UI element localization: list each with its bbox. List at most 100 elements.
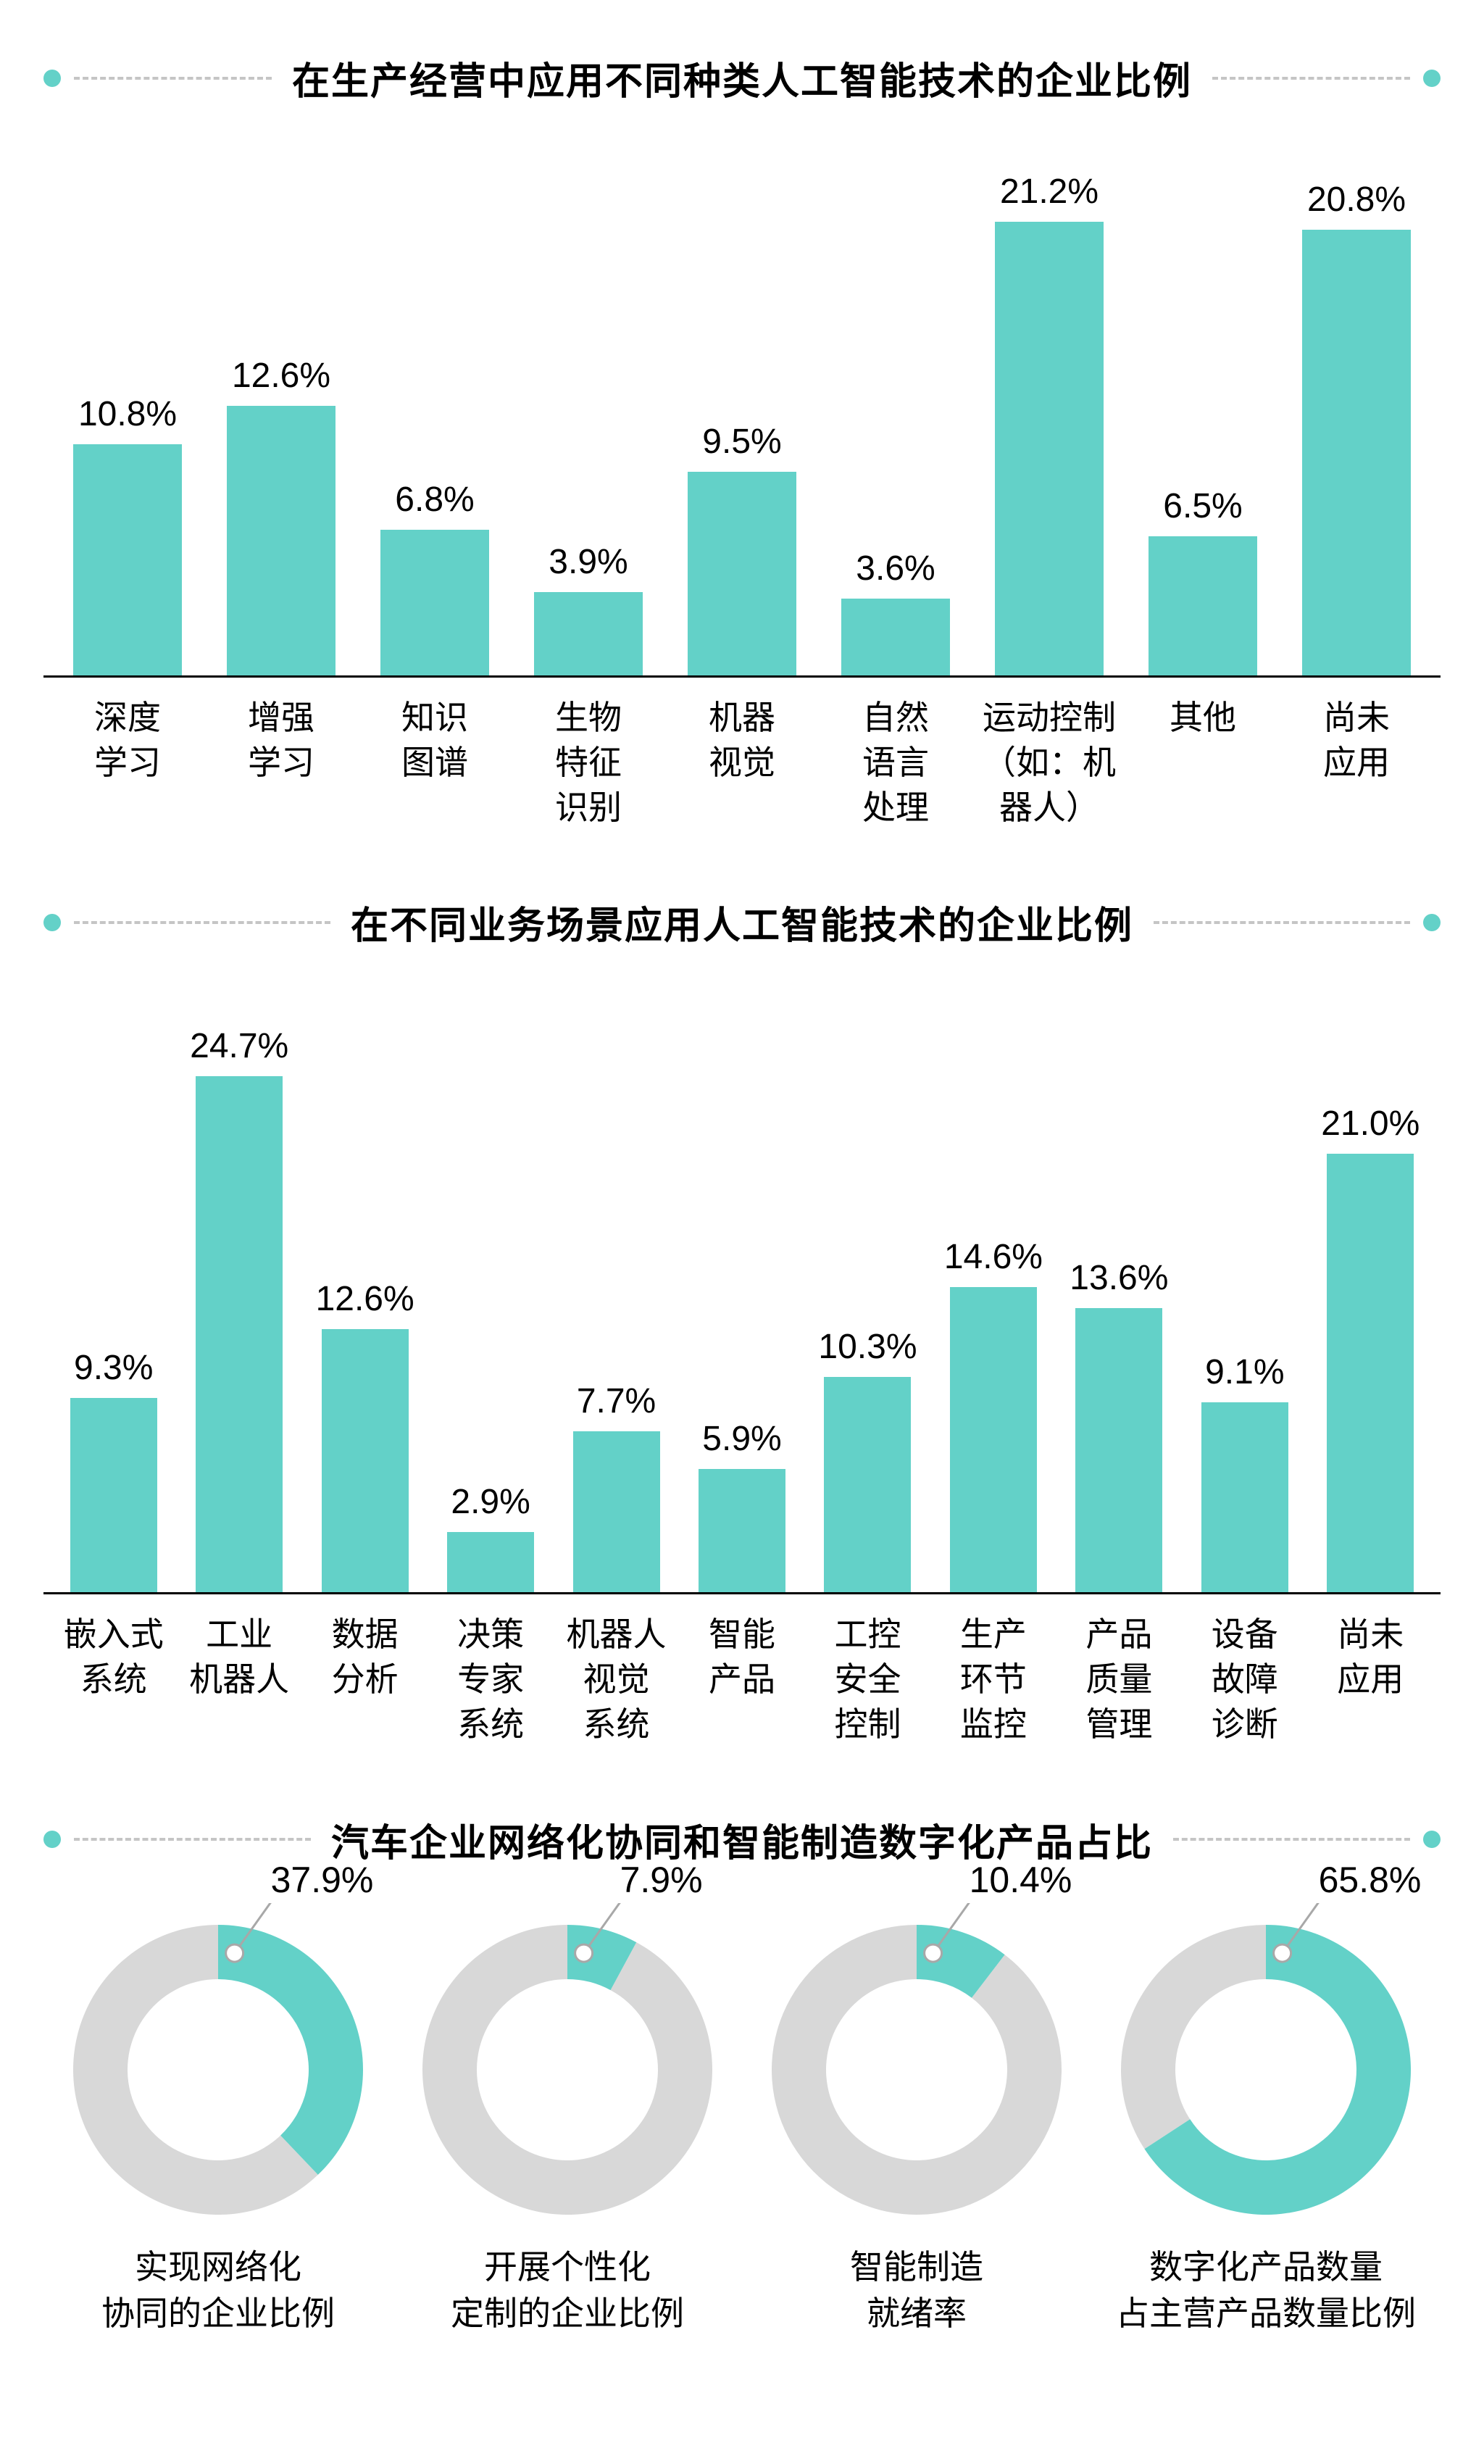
- bar-rect: [841, 599, 950, 675]
- bullet-dot: [1423, 914, 1441, 931]
- bar-category-label: 决策专家系统: [428, 1612, 553, 1747]
- bar-column: 20.8%: [1280, 180, 1433, 675]
- section-2-header: 在不同业务场景应用人工智能技术的企业比例: [43, 895, 1441, 949]
- donut-chart: [59, 1903, 378, 2222]
- bar-column: 21.0%: [1308, 1104, 1433, 1593]
- bar-rect: [824, 1377, 911, 1592]
- bullet-dot: [1423, 70, 1441, 87]
- bar-value-label: 9.1%: [1205, 1352, 1284, 1392]
- dash-line: [74, 921, 330, 924]
- chart2-labels: 嵌入式系统工业机器人数据分析决策专家系统机器人视觉系统智能产品工控安全控制生产环…: [43, 1594, 1441, 1747]
- donut-column: 65.8%数字化产品数量占主营产品数量比例: [1091, 1903, 1441, 2337]
- chart3-donuts: 37.9%实现网络化协同的企业比例7.9%开展个性化定制的企业比例10.4%智能…: [43, 1903, 1441, 2337]
- bullet-dot: [43, 914, 61, 931]
- donut-name-label: 实现网络化协同的企业比例: [101, 2244, 335, 2337]
- bar-rect: [699, 1469, 785, 1592]
- bar-column: 24.7%: [176, 1026, 301, 1593]
- bar-category-label: 产品质量管理: [1056, 1612, 1182, 1747]
- donut-value-label: 37.9%: [271, 1859, 374, 1901]
- dash-line: [74, 77, 272, 80]
- bar-value-label: 9.5%: [702, 422, 781, 462]
- bar-value-label: 13.6%: [1070, 1258, 1168, 1298]
- bar-category-label: 知识图谱: [358, 695, 512, 830]
- bar-category-label: 深度学习: [51, 695, 204, 830]
- bar-rect: [322, 1329, 409, 1592]
- bar-column: 9.3%: [51, 1348, 176, 1592]
- donut-chart: [757, 1903, 1076, 2222]
- bar-column: 21.2%: [972, 172, 1126, 675]
- bar-value-label: 21.2%: [1000, 172, 1099, 212]
- chart1: 10.8% 12.6% 6.8% 3.9% 9.5% 3.6% 21.2% 6.5% 20.8%…: [43, 141, 1441, 830]
- section-1-header: 在生产经营中应用不同种类人工智能技术的企业比例: [43, 51, 1441, 105]
- donut-name-label: 开展个性化定制的企业比例: [451, 2244, 684, 2337]
- chart1-labels: 深度学习增强学习知识图谱生物特征识别机器视觉自然语言处理运动控制（如：机器人）其…: [43, 678, 1441, 830]
- dash-line: [1154, 921, 1410, 924]
- bar-rect: [380, 530, 489, 675]
- bar-column: 6.5%: [1126, 486, 1280, 675]
- bar-category-label: 设备故障诊断: [1182, 1612, 1307, 1747]
- bar-column: 12.6%: [204, 356, 358, 675]
- bullet-dot: [43, 1831, 61, 1848]
- bullet-dot: [1423, 1831, 1441, 1848]
- bar-value-label: 14.6%: [944, 1237, 1043, 1277]
- bar-rect: [995, 222, 1104, 675]
- bar-category-label: 其他: [1126, 695, 1280, 830]
- bar-column: 9.5%: [665, 422, 819, 675]
- donut-column: 10.4%智能制造就绪率: [742, 1903, 1091, 2337]
- bar-value-label: 10.8%: [78, 394, 177, 434]
- dash-line: [74, 1838, 311, 1841]
- donut-value-label: 7.9%: [620, 1859, 703, 1901]
- donut-column: 7.9%开展个性化定制的企业比例: [393, 1903, 742, 2337]
- bar-category-label: 增强学习: [204, 695, 358, 830]
- bar-value-label: 2.9%: [451, 1482, 530, 1522]
- dash-line: [1212, 77, 1410, 80]
- bar-category-label: 机器人视觉系统: [554, 1612, 679, 1747]
- bar-rect: [1201, 1402, 1288, 1593]
- bar-category-label: 机器视觉: [665, 695, 819, 830]
- bar-category-label: 生物特征识别: [512, 695, 665, 830]
- bar-rect: [1302, 230, 1411, 675]
- bar-rect: [534, 592, 643, 675]
- bar-rect: [73, 444, 182, 675]
- bar-category-label: 工业机器人: [176, 1612, 301, 1747]
- bar-value-label: 24.7%: [190, 1026, 288, 1066]
- bar-value-label: 6.8%: [395, 480, 474, 520]
- donut-value-label: 10.4%: [970, 1859, 1072, 1901]
- bar-category-label: 智能产品: [679, 1612, 804, 1747]
- bar-category-label: 数据分析: [302, 1612, 428, 1747]
- bar-rect: [1075, 1308, 1162, 1592]
- bar-column: 12.6%: [302, 1279, 428, 1592]
- bar-category-label: 嵌入式系统: [51, 1612, 176, 1747]
- bar-category-label: 自然语言处理: [819, 695, 972, 830]
- section-3-header: 汽车企业网络化协同和智能制造数字化产品占比: [43, 1812, 1441, 1867]
- bar-value-label: 5.9%: [702, 1419, 781, 1459]
- bar-column: 3.6%: [819, 549, 972, 675]
- bar-column: 13.6%: [1056, 1258, 1182, 1592]
- bar-column: 14.6%: [930, 1237, 1056, 1592]
- donut-name-label: 智能制造就绪率: [850, 2244, 983, 2337]
- bar-category-label: 生产环节监控: [930, 1612, 1056, 1747]
- bar-value-label: 6.5%: [1163, 486, 1242, 526]
- donut-column: 37.9%实现网络化协同的企业比例: [43, 1903, 393, 2337]
- bar-column: 3.9%: [512, 542, 665, 675]
- chart2-title: 在不同业务场景应用人工智能技术的企业比例: [343, 895, 1141, 949]
- bar-column: 10.3%: [805, 1327, 930, 1592]
- bar-rect: [1327, 1154, 1414, 1593]
- bar-value-label: 9.3%: [74, 1348, 153, 1388]
- bar-column: 5.9%: [679, 1419, 804, 1592]
- bar-category-label: 运动控制（如：机器人）: [972, 695, 1126, 830]
- bar-rect: [1149, 536, 1257, 675]
- bar-rect: [950, 1287, 1037, 1592]
- bar-column: 9.1%: [1182, 1352, 1307, 1593]
- bar-value-label: 12.6%: [316, 1279, 414, 1319]
- bar-category-label: 工控安全控制: [805, 1612, 930, 1747]
- bar-column: 6.8%: [358, 480, 512, 675]
- bar-rect: [688, 472, 796, 675]
- donut-value-label: 65.8%: [1319, 1859, 1422, 1901]
- bar-column: 10.8%: [51, 394, 204, 675]
- chart2-bars: 9.3%24.7%12.6%2.9%7.7%5.9%10.3%14.6%13.6…: [43, 986, 1441, 1594]
- bar-category-label: 尚未应用: [1280, 695, 1433, 830]
- bar-value-label: 3.6%: [856, 549, 935, 588]
- bar-value-label: 10.3%: [818, 1327, 917, 1367]
- bar-rect: [573, 1431, 660, 1592]
